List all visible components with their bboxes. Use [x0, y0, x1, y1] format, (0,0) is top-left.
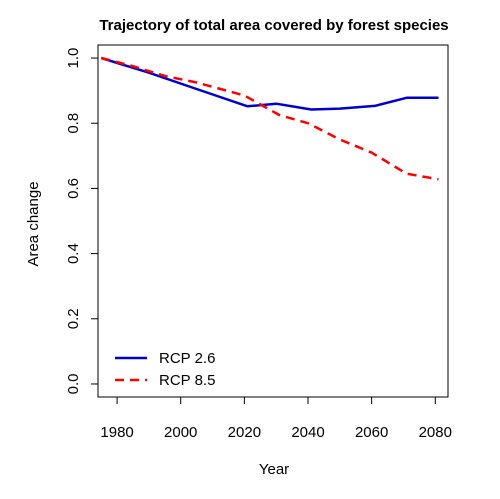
legend-label-0: RCP 2.6 [159, 350, 215, 367]
series-group [100, 56, 439, 181]
x-tick-label: 2000 [164, 424, 197, 441]
y-tick-label: 0.8 [65, 113, 82, 134]
x-tick-label: 1980 [100, 424, 133, 441]
y-tick-label: 0.4 [65, 243, 82, 264]
y-tick-label: 1.0 [65, 48, 82, 69]
y-tick-label: 0.6 [65, 178, 82, 199]
axis-ticks: 1980 2000 2020 2040 2060 2080 0.0 0.2 0.4 0.6 0.8 1… [65, 48, 452, 441]
y-axis-label: Area change [25, 181, 42, 266]
x-axis-label: Year [259, 461, 289, 478]
legend: RCP 2.6 RCP 8.5 [115, 350, 215, 389]
series-line-0 [100, 56, 439, 111]
plot-frame [97, 44, 449, 398]
chart-title: Trajectory of total area covered by fore… [99, 17, 448, 34]
x-tick-label: 2020 [228, 424, 261, 441]
y-tick-label: 0.0 [65, 374, 82, 395]
x-tick-label: 2040 [291, 424, 324, 441]
x-tick-label: 2080 [419, 424, 452, 441]
series-line-1 [100, 56, 439, 181]
x-tick-label: 2060 [355, 424, 388, 441]
y-tick-label: 0.2 [65, 308, 82, 329]
legend-label-1: RCP 8.5 [159, 372, 215, 389]
